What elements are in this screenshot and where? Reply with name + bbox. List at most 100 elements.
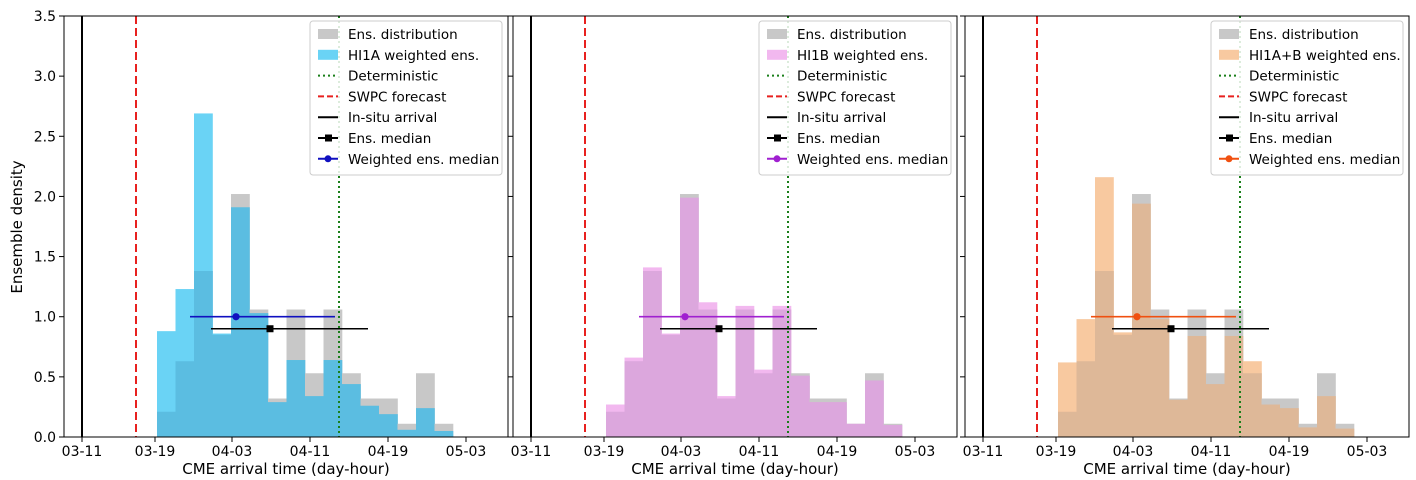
bar-overlap	[828, 402, 847, 437]
bar-overlap	[624, 361, 644, 437]
bar-overlap	[735, 309, 755, 437]
bar-overlap	[698, 309, 718, 437]
axes-frame	[512, 15, 958, 438]
x-tick-label: 04-19	[817, 444, 858, 460]
bar-overlap	[360, 405, 380, 437]
legend-label: Weighted ens. median	[1249, 152, 1400, 168]
bar-overlap	[416, 408, 435, 437]
bar-overlap	[1298, 427, 1318, 437]
bar-overlap	[1261, 404, 1281, 437]
legend-label: Deterministic	[797, 69, 887, 85]
legend: Ens. distribution HI1A weighted ens. Deter…	[309, 20, 503, 176]
x-tick-label: 04-03	[212, 444, 253, 460]
y-tick-label: 2.5	[34, 129, 56, 145]
legend-box	[758, 20, 952, 176]
legend-swatch	[318, 49, 338, 60]
y-tick-label: 2.0	[34, 189, 56, 205]
chart-panel-3: 03-11 03-19 04-03 04-11 04-19 05-03 CME arriva…	[960, 15, 1410, 478]
axes-frame	[964, 15, 1410, 438]
bar-overlap	[268, 402, 287, 437]
x-tick-label: 04-19	[368, 444, 409, 460]
legend-marker	[1225, 155, 1233, 163]
legend: Ens. distribution HI1A+B weighted ens. Det…	[1210, 20, 1404, 176]
bar-overlap	[249, 313, 269, 437]
y-tick-label: 3.5	[34, 9, 56, 25]
legend-label: In-situ arrival	[797, 110, 886, 126]
legend-label: Ens. distribution	[348, 27, 458, 43]
bar-overlap	[323, 360, 343, 437]
ens-median-marker	[266, 325, 274, 333]
x-tick-label: 03-11	[511, 444, 552, 460]
legend-label: Ens. median	[348, 131, 431, 147]
x-tick-label: 04-11	[739, 444, 780, 460]
bar-overlap	[661, 334, 681, 437]
legend-swatch	[767, 49, 787, 60]
bar-overlap	[231, 207, 250, 437]
bar-overlap	[1206, 384, 1225, 437]
legend-marker	[774, 134, 781, 142]
weighted-median-marker	[681, 313, 689, 321]
x-axis-label: CME arrival time (day-hour)	[631, 460, 839, 478]
bar-overlap	[175, 361, 195, 437]
legend-label: HI1A+B weighted ens.	[1249, 48, 1401, 64]
x-tick-label: 03-11	[62, 444, 103, 460]
bar-overlap	[157, 411, 176, 437]
legend-marker	[324, 155, 332, 163]
legend-label: Ens. median	[1249, 131, 1332, 147]
bar-overlap	[1335, 428, 1355, 437]
legend-label: Deterministic	[1249, 69, 1339, 85]
x-axis-label: CME arrival time (day-hour)	[182, 460, 390, 478]
legend-label: HI1B weighted ens.	[797, 48, 928, 64]
legend-marker	[1226, 134, 1233, 142]
x-tick-label: 04-19	[1269, 444, 1310, 460]
bar-overlap	[194, 271, 213, 437]
legend-box	[309, 20, 503, 176]
legend-swatch	[1219, 49, 1239, 60]
legend-label: Weighted ens. median	[348, 152, 499, 168]
legend-label: In-situ arrival	[348, 110, 437, 126]
y-tick-label: 0.0	[34, 430, 56, 446]
bar-overlap	[1243, 373, 1262, 437]
y-tick-label: 0.5	[34, 370, 56, 386]
bar-overlap	[1113, 334, 1133, 437]
bar-overlap	[379, 414, 398, 437]
x-tick-label: 04-03	[661, 444, 702, 460]
x-tick-label: 04-03	[1113, 444, 1154, 460]
weighted-median-marker	[1133, 313, 1141, 321]
legend-marker	[773, 155, 781, 163]
legend-box	[1210, 20, 1404, 176]
legend-marker	[325, 134, 332, 142]
bar-overlap	[434, 430, 454, 437]
y-tick-label: 3.0	[34, 69, 56, 85]
legend-label: SWPC forecast	[348, 89, 446, 105]
legend-label: Ens. distribution	[1249, 27, 1359, 43]
bar-overlap	[846, 423, 866, 437]
bar-overlap	[1095, 271, 1114, 437]
bar-overlap	[212, 334, 232, 437]
bar-overlap	[1076, 361, 1096, 437]
weighted-median-marker	[232, 313, 240, 321]
legend-swatch	[1219, 29, 1239, 39]
chart-panel-2: 03-11 03-19 04-03 04-11 04-19 05-03 CME arriva…	[508, 15, 958, 478]
bar-overlap	[286, 360, 306, 437]
y-tick-label: 1.0	[34, 310, 56, 326]
bar-overlap	[305, 396, 324, 437]
x-tick-label: 03-19	[1036, 444, 1077, 460]
legend-label: In-situ arrival	[1249, 110, 1338, 126]
bar-overlap	[1132, 203, 1151, 437]
bar-overlap	[717, 398, 736, 437]
bar-excess	[157, 331, 176, 437]
legend-label: Ens. median	[797, 131, 880, 147]
ens-median-marker	[1167, 325, 1175, 333]
ens-median-marker	[715, 325, 723, 333]
bar-overlap	[791, 375, 810, 437]
x-axis-label: CME arrival time (day-hour)	[1083, 460, 1291, 478]
bar-overlap	[1169, 399, 1188, 437]
legend-swatch	[318, 29, 338, 39]
bar-overlap	[606, 411, 625, 437]
x-tick-label: 03-11	[963, 444, 1004, 460]
bar-overlap	[1058, 411, 1077, 437]
bar-overlap	[865, 380, 884, 437]
bar-overlap	[1187, 335, 1207, 437]
